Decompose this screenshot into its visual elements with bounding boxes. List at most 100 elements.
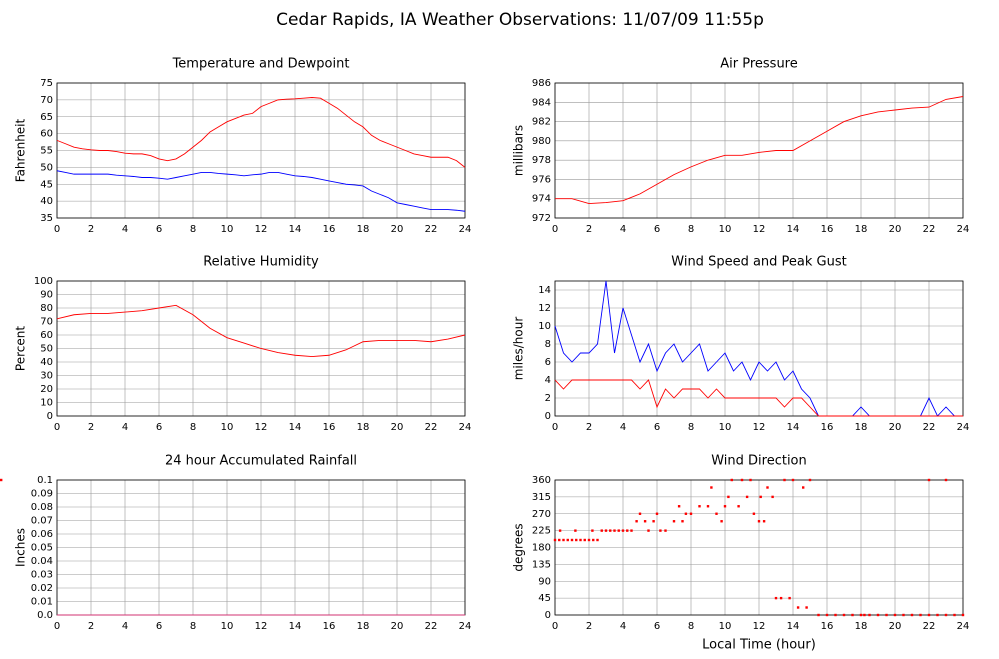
x-tick-label: 20 [889, 422, 902, 433]
data-point [638, 512, 642, 515]
data-line [56, 97, 466, 168]
x-tick-label: 24 [957, 422, 970, 433]
data-point [591, 529, 594, 532]
y-tick-label: 0.07 [31, 516, 53, 527]
x-tick-label: 2 [88, 224, 94, 235]
data-point [706, 505, 710, 508]
data-point [791, 478, 795, 482]
data-point [655, 512, 659, 515]
y-tick-label: 4 [545, 375, 551, 386]
x-tick-label: 16 [821, 422, 834, 433]
data-point [842, 613, 846, 617]
y-axis-label: Fahrenheit [14, 118, 28, 182]
x-tick-label: 14 [289, 224, 302, 235]
data-point [766, 486, 769, 489]
data-point [698, 505, 701, 508]
x-tick-label: 18 [357, 422, 370, 433]
data-point [779, 596, 783, 600]
page-title: Cedar Rapids, IA Weather Observations: 1… [276, 10, 764, 30]
x-tick-label: 6 [156, 422, 162, 433]
data-point [859, 613, 863, 617]
data-point [558, 538, 561, 542]
data-point [579, 538, 582, 542]
x-tick-label: 4 [620, 422, 626, 433]
x-tick-label: 22 [923, 621, 936, 632]
data-point [689, 512, 693, 515]
data-point [609, 529, 612, 532]
data-point [927, 478, 931, 482]
plot-frame [554, 479, 964, 616]
x-tick-label: 18 [855, 422, 868, 433]
x-tick-label: 8 [688, 621, 694, 632]
y-tick-label: 30 [40, 371, 53, 382]
data-point [570, 538, 574, 542]
x-tick-label: 14 [289, 422, 302, 433]
x-tick-label: 8 [190, 224, 196, 235]
x-tick-label: 0 [54, 621, 60, 632]
plot-frame [554, 280, 964, 417]
data-point [553, 538, 557, 542]
data-line [56, 304, 466, 358]
x-axis-label: Local Time (hour) [702, 638, 816, 653]
y-tick-label: 225 [532, 526, 551, 537]
x-tick-label: 24 [957, 621, 970, 632]
panel-title: Temperature and Dewpoint [172, 57, 350, 72]
data-point [771, 495, 774, 499]
data-point [885, 613, 888, 617]
x-tick-label: 10 [221, 422, 234, 433]
x-tick-label: 24 [459, 224, 472, 235]
y-tick-label: 10 [538, 321, 551, 332]
y-tick-label: 0.08 [31, 502, 53, 513]
y-tick-label: 0.06 [31, 529, 53, 540]
panel-title: 24 hour Accumulated Rainfall [165, 454, 357, 469]
y-tick-label: 70 [40, 317, 53, 328]
data-point [774, 596, 778, 600]
y-tick-label: 974 [532, 194, 551, 205]
x-tick-label: 8 [190, 621, 196, 632]
y-tick-label: 135 [532, 559, 551, 570]
x-tick-label: 16 [821, 224, 834, 235]
x-tick-label: 12 [753, 621, 766, 632]
y-tick-label: 45 [538, 593, 551, 604]
data-point [868, 613, 871, 617]
x-tick-label: 0 [54, 224, 60, 235]
x-tick-label: 10 [221, 621, 234, 632]
x-tick-label: 2 [586, 224, 592, 235]
y-tick-label: 55 [40, 146, 53, 157]
y-tick-label: 0.02 [31, 583, 53, 594]
data-point [953, 613, 956, 617]
x-tick-label: 22 [425, 422, 438, 433]
data-point [558, 529, 562, 532]
data-point [936, 613, 939, 617]
x-tick-label: 24 [459, 621, 472, 632]
x-tick-label: 18 [357, 621, 370, 632]
y-tick-label: 60 [40, 330, 53, 341]
data-point [740, 478, 744, 482]
data-point [825, 613, 829, 617]
x-tick-label: 10 [719, 224, 732, 235]
data-point [944, 478, 948, 482]
data-point [808, 478, 812, 482]
y-tick-label: 20 [40, 384, 53, 395]
x-tick-label: 6 [654, 224, 660, 235]
y-tick-label: 6 [545, 357, 551, 368]
x-tick-label: 0 [54, 422, 60, 433]
data-point [600, 529, 603, 532]
x-tick-label: 2 [586, 422, 592, 433]
data-point [817, 613, 820, 617]
y-tick-label: 45 [40, 179, 53, 190]
x-tick-label: 4 [122, 224, 128, 235]
data-point [745, 495, 749, 499]
y-tick-label: 0.09 [31, 489, 53, 500]
data-point [587, 538, 591, 542]
x-tick-label: 16 [323, 422, 336, 433]
y-tick-label: 980 [532, 136, 551, 147]
data-point [720, 520, 723, 523]
data-point [659, 529, 662, 532]
x-tick-label: 12 [255, 621, 268, 632]
y-tick-label: 10 [40, 398, 53, 409]
x-tick-label: 0 [552, 224, 558, 235]
x-tick-label: 18 [855, 621, 868, 632]
panel-title: Wind Direction [711, 454, 807, 469]
data-point [575, 538, 578, 542]
